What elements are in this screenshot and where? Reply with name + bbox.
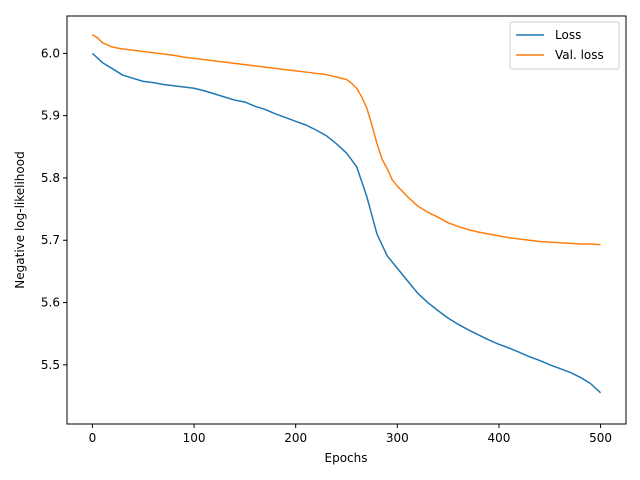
x-tick-label: 100	[183, 431, 206, 445]
plot-frame	[66, 15, 627, 425]
ticks-layer: 0 100 200 300 400 500 5.5 5.6 5.7 5.8 5.9 6.0	[41, 46, 612, 445]
y-tick-label: 5.7	[41, 233, 60, 247]
y-axis-label: Negative log-likelihood	[13, 151, 27, 288]
series-line-val-loss	[92, 34, 601, 246]
legend-label: Loss	[555, 28, 581, 42]
y-tick-label: 5.8	[41, 171, 60, 185]
x-tick-label: 200	[284, 431, 307, 445]
series-line-loss	[91, 52, 602, 394]
x-axis-label: Epochs	[325, 451, 368, 465]
y-tick-label: 5.9	[41, 109, 60, 123]
legend: Loss Val. loss	[509, 21, 620, 70]
legend-box	[509, 21, 620, 70]
x-tick-label: 300	[386, 431, 409, 445]
y-tick-label: 6.0	[41, 46, 60, 60]
x-tick-label: 0	[89, 431, 97, 445]
x-tick-label: 400	[488, 431, 511, 445]
plot-background	[67, 16, 626, 424]
x-tick-label: 500	[589, 431, 612, 445]
legend-label: Val. loss	[555, 48, 604, 62]
series-layer	[91, 34, 602, 394]
y-tick-label: 5.6	[41, 296, 60, 310]
y-tick-label: 5.5	[41, 358, 60, 372]
